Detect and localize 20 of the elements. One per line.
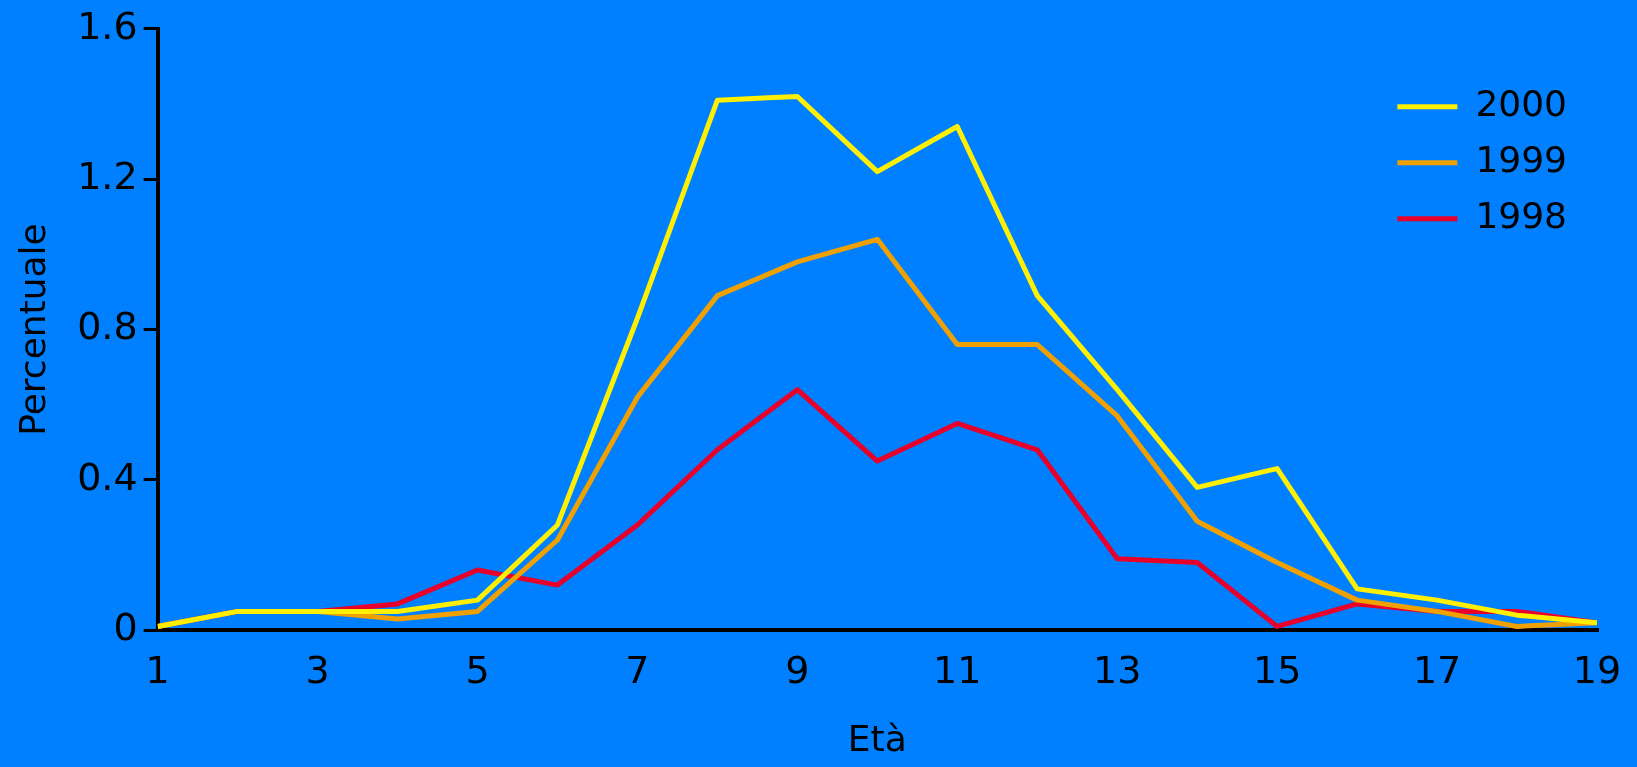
x-tick-label: 17: [1412, 647, 1462, 692]
y-tick-label: 0.4: [77, 454, 138, 499]
y-axis-title: Percentuale: [11, 223, 53, 436]
y-tick-label: 0.8: [77, 304, 138, 349]
y-tick-label: 0: [113, 605, 138, 650]
legend-label: 2000: [1475, 83, 1568, 125]
x-tick-label: 15: [1252, 647, 1302, 692]
x-tick-label: 13: [1093, 647, 1142, 692]
x-tick-label: 11: [933, 647, 982, 692]
x-tick-label: 1: [145, 647, 170, 692]
x-tick-label: 9: [785, 647, 810, 692]
y-tick-label: 1.6: [77, 3, 138, 48]
x-axis-title: Età: [847, 717, 907, 759]
y-tick-label: 1.2: [77, 154, 138, 199]
legend-label: 1999: [1475, 139, 1568, 181]
x-tick-label: 19: [1572, 647, 1622, 692]
x-tick-label: 5: [465, 647, 490, 692]
x-tick-label: 7: [625, 647, 650, 692]
x-tick-label: 3: [305, 647, 330, 692]
legend-label: 1998: [1475, 195, 1568, 237]
